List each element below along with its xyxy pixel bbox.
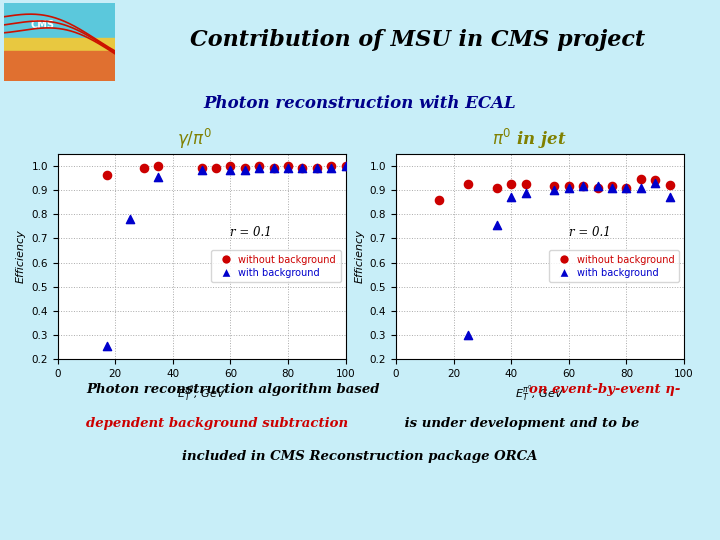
Text: r = 0.1: r = 0.1 <box>230 226 272 239</box>
Text: dependent background subtraction: dependent background subtraction <box>86 417 348 430</box>
Point <box>325 164 337 173</box>
Y-axis label: Efficiency: Efficiency <box>354 230 364 284</box>
Point <box>592 184 603 192</box>
Point <box>577 182 589 191</box>
Point <box>563 182 575 191</box>
Point <box>282 161 294 170</box>
Point <box>577 182 589 191</box>
Point <box>196 165 207 174</box>
Legend: without background, with background: without background, with background <box>211 250 341 282</box>
Point <box>101 341 112 350</box>
Point <box>210 164 222 173</box>
Point <box>340 161 351 170</box>
Point <box>635 184 647 192</box>
Legend: without background, with background: without background, with background <box>549 250 679 282</box>
Point <box>563 184 575 192</box>
Text: $\gamma/\pi^0$: $\gamma/\pi^0$ <box>177 127 212 151</box>
Point <box>491 184 503 192</box>
Point <box>649 179 661 187</box>
Point <box>239 165 251 174</box>
Point <box>297 164 308 173</box>
Point <box>592 182 603 191</box>
Point <box>505 193 517 201</box>
Point <box>225 165 236 174</box>
X-axis label: $E_T^{\pi^0}$, GeV: $E_T^{\pi^0}$, GeV <box>516 384 564 403</box>
Point <box>606 182 618 191</box>
Bar <box>4 51 115 81</box>
Point <box>101 171 112 179</box>
Point <box>253 161 265 170</box>
Point <box>462 330 474 339</box>
Text: is under development and to be: is under development and to be <box>400 417 639 430</box>
Point <box>606 184 618 192</box>
Text: Photon reconstruction with ECAL: Photon reconstruction with ECAL <box>204 96 516 112</box>
Point <box>124 215 135 224</box>
Point <box>311 164 323 173</box>
Point <box>491 221 503 230</box>
Point <box>239 164 251 173</box>
Text: included in CMS Reconstruction package ORCA: included in CMS Reconstruction package O… <box>182 450 538 463</box>
Point <box>311 164 323 173</box>
Text: Contribution of MSU in CMS project: Contribution of MSU in CMS project <box>190 29 645 51</box>
Point <box>253 164 265 173</box>
Point <box>153 161 164 170</box>
Point <box>325 161 337 170</box>
Text: r = 0.1: r = 0.1 <box>569 226 611 239</box>
Point <box>635 175 647 184</box>
Point <box>225 161 236 170</box>
Text: CMS: CMS <box>31 19 55 30</box>
Point <box>549 182 560 191</box>
Point <box>462 180 474 188</box>
Point <box>433 195 445 204</box>
Point <box>664 193 675 201</box>
Point <box>282 164 294 173</box>
Bar <box>4 3 115 38</box>
Text: $\pi^0$ in jet: $\pi^0$ in jet <box>492 127 567 151</box>
Point <box>505 180 517 188</box>
Point <box>621 184 632 192</box>
Point <box>649 176 661 185</box>
Y-axis label: Efficiency: Efficiency <box>16 230 26 284</box>
Point <box>664 181 675 190</box>
Text: Photon reconstruction algorithm based: Photon reconstruction algorithm based <box>86 383 384 396</box>
Point <box>268 164 279 173</box>
Point <box>549 186 560 194</box>
Point <box>340 161 351 170</box>
Text: on event-by-event η-: on event-by-event η- <box>529 383 680 396</box>
Point <box>297 164 308 173</box>
Point <box>153 172 164 181</box>
Point <box>138 164 150 173</box>
Point <box>520 180 531 188</box>
Point <box>621 184 632 192</box>
Point <box>268 164 279 173</box>
Point <box>196 164 207 173</box>
Point <box>520 188 531 197</box>
Bar <box>4 38 115 51</box>
X-axis label: $E_T^{\pi^0}$, GeV: $E_T^{\pi^0}$, GeV <box>177 384 226 403</box>
